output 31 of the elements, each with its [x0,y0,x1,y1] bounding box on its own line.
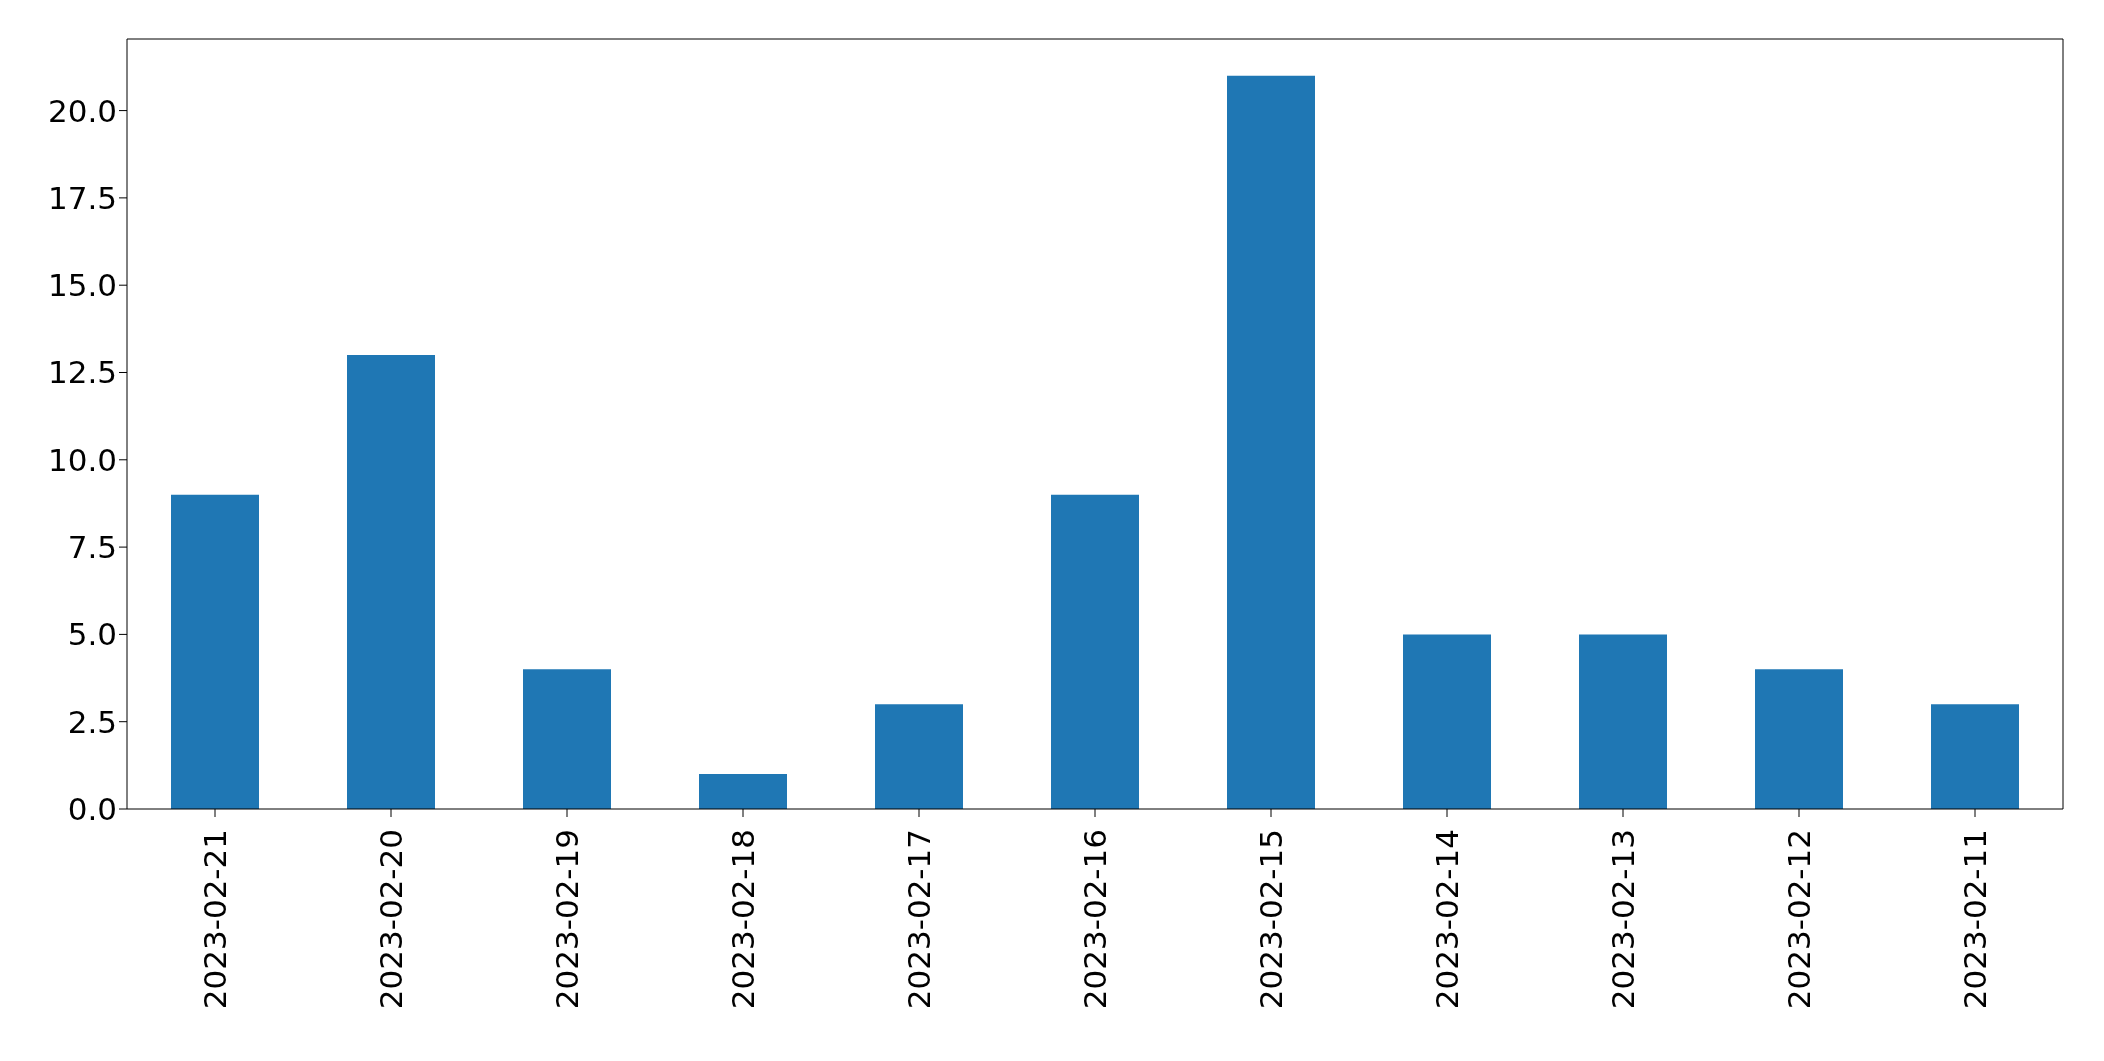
y-tick-label: 12.5 [47,354,117,391]
y-tick-label: 2.5 [67,703,117,740]
x-tick-label: 2023-02-14 [1429,829,1465,1010]
y-tick-label: 15.0 [47,267,117,304]
bar [875,704,963,809]
bar [171,494,259,809]
x-tick-label: 2023-02-15 [1253,829,1289,1010]
y-tick-label: 10.0 [47,441,117,478]
x-tick-label: 2023-02-20 [373,829,409,1010]
bar [1403,634,1491,809]
x-tick-label: 2023-02-18 [725,829,761,1010]
bar [1931,704,2019,809]
y-tick-label: 20.0 [47,92,117,129]
bar [347,355,435,809]
y-tick-label: 17.5 [47,179,117,216]
x-tick-label: 2023-02-13 [1605,829,1641,1010]
x-tick-label: 2023-02-19 [549,829,585,1010]
x-tick-label: 2023-02-16 [1077,829,1113,1010]
x-tick-label: 2023-02-12 [1781,829,1817,1010]
x-tick-label: 2023-02-11 [1957,829,1993,1010]
bar [1051,494,1139,809]
bar [1755,669,1843,809]
x-tick-label: 2023-02-21 [197,829,233,1010]
bar [699,774,787,809]
bar [523,669,611,809]
y-tick-label: 0.0 [67,791,117,828]
y-tick-label: 5.0 [67,616,117,653]
bar [1227,75,1315,809]
bar [1579,634,1667,809]
y-tick-label: 7.5 [67,529,117,566]
x-tick-label: 2023-02-17 [901,829,937,1010]
